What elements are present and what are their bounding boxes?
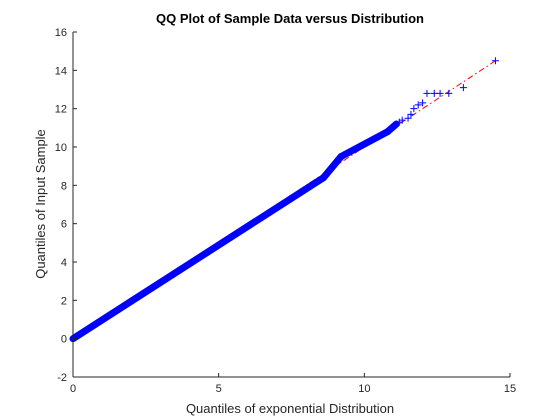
sample-point-13 [491, 57, 499, 65]
y-tick-label: 10 [55, 142, 67, 154]
y-tick-label: 6 [61, 219, 67, 231]
x-tick-label: 0 [70, 383, 76, 395]
y-tick-label: 12 [55, 104, 67, 116]
sample-point-12 [459, 84, 467, 92]
sample-point-10 [436, 89, 444, 97]
sample-point-11 [445, 89, 453, 97]
y-tick-label: -2 [57, 372, 67, 384]
y-tick-label: 16 [55, 27, 67, 39]
sample-point-8 [423, 89, 431, 97]
dense-sample-band-1 [69, 174, 328, 343]
chart-title: QQ Plot of Sample Data versus Distributi… [156, 11, 424, 26]
x-axis-label: Quantiles of exponential Distribution [186, 401, 394, 416]
y-tick-label: 8 [61, 180, 67, 192]
x-tick-label: 10 [358, 383, 370, 395]
dense-sample-band-3 [337, 128, 392, 161]
y-tick-label: 2 [61, 295, 67, 307]
y-tick-label: 14 [55, 65, 67, 77]
y-tick-label: 0 [61, 334, 67, 346]
dense-sample-band-4 [384, 120, 400, 136]
data-layer [69, 57, 499, 343]
plot-area [73, 32, 510, 377]
sample-point-5 [410, 105, 418, 113]
y-tick-label: 4 [61, 257, 67, 269]
x-tick-label: 5 [216, 383, 222, 395]
dense-sample-band-2 [320, 153, 345, 182]
sample-point-2 [398, 116, 406, 124]
sample-point-4 [407, 110, 415, 118]
sample-point-6 [414, 101, 422, 109]
sample-point-7 [419, 99, 427, 107]
sample-point-3 [404, 114, 412, 122]
x-tick-label: 15 [504, 383, 516, 395]
y-axis-label: Quantiles of Input Sample [33, 129, 48, 279]
